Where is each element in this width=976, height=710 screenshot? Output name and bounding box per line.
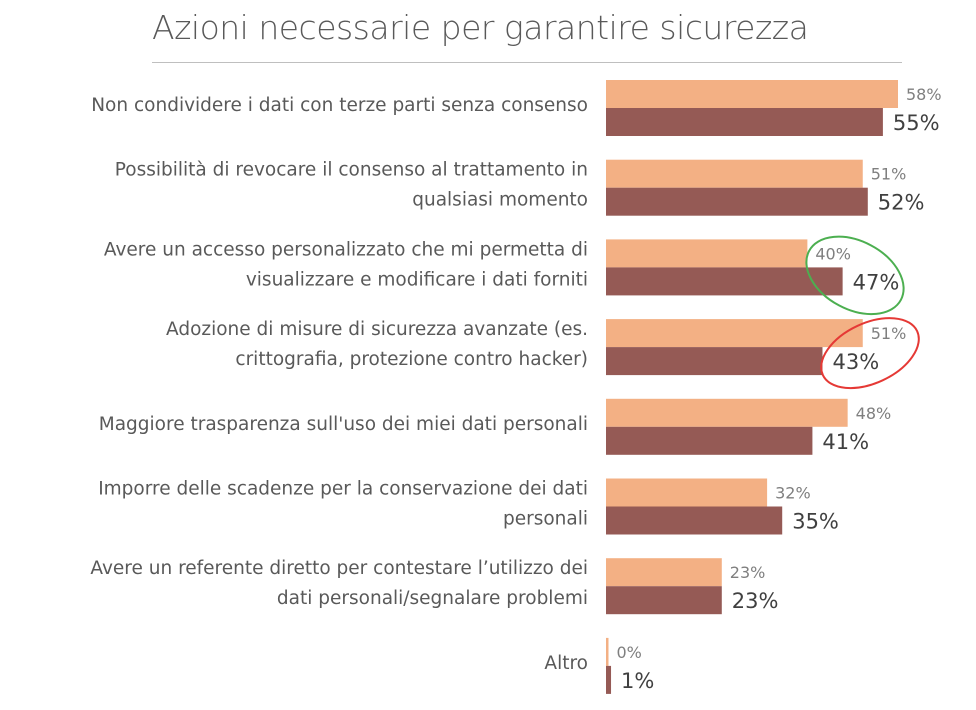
data-label-series-2: 43% <box>832 350 879 374</box>
category-label: Imporre delle scadenze per la conservazi… <box>98 479 588 530</box>
data-label-series-1: 32% <box>775 484 811 503</box>
data-label-series-2: 1% <box>621 669 654 693</box>
bar-series-1 <box>606 80 898 108</box>
bar-series-1 <box>606 478 768 507</box>
data-label-series-1: 0% <box>617 643 642 662</box>
category-label-line: Possibilità di revocare il consenso al t… <box>115 160 588 181</box>
bar-series-1 <box>606 319 863 348</box>
category-label-line: personali <box>503 509 588 530</box>
category-label-line: qualsiasi momento <box>412 190 588 211</box>
category-label: Adozione di misure di sicurezza avanzate… <box>166 319 588 370</box>
data-label-series-2: 35% <box>792 510 839 534</box>
data-label-series-2: 52% <box>878 191 925 215</box>
category-label: Possibilità di revocare il consenso al t… <box>115 160 588 211</box>
bar-series-2 <box>606 506 783 535</box>
data-label-series-2: 41% <box>822 430 869 454</box>
bar-series-1 <box>606 159 863 188</box>
bar-series-2 <box>606 347 823 376</box>
category-label-line: Maggiore trasparenza sull'uso dei miei d… <box>99 414 588 435</box>
category-label-line: visualizzare e modificare i dati forniti <box>246 269 588 290</box>
bar-series-2 <box>606 267 843 296</box>
data-label-series-2: 55% <box>893 111 940 135</box>
bar-series-2 <box>606 187 868 216</box>
category-label-line: Imporre delle scadenze per la conservazi… <box>98 479 588 500</box>
bar-series-2 <box>606 586 722 615</box>
category-label: Maggiore trasparenza sull'uso dei miei d… <box>99 414 588 435</box>
category-label-line: Non condividere i dati con terze parti s… <box>91 95 588 116</box>
bar-series-2 <box>606 426 813 455</box>
bar-series-1 <box>606 239 808 268</box>
category-label-line: crittografia, protezione contro hacker) <box>235 349 588 370</box>
bar-series-1 <box>606 637 609 666</box>
category-label-line: Avere un accesso personalizzato che mi p… <box>104 239 588 260</box>
highlight-ellipse-red <box>820 317 920 390</box>
data-label-series-1: 51% <box>871 324 907 343</box>
category-label: Altro <box>544 653 588 674</box>
data-label-series-1: 23% <box>730 563 766 582</box>
bar-series-1 <box>606 398 848 427</box>
category-label-line: Altro <box>544 653 588 674</box>
data-label-series-1: 58% <box>906 85 942 104</box>
title-divider <box>152 62 902 63</box>
bar-series-1 <box>606 558 722 587</box>
data-label-series-2: 47% <box>853 270 900 294</box>
bar-series-2 <box>606 108 883 136</box>
category-label-line: dati personali/segnalare problemi <box>277 588 588 609</box>
category-label: Avere un accesso personalizzato che mi p… <box>104 239 588 290</box>
bar-series-2 <box>606 665 612 694</box>
data-label-series-2: 23% <box>732 589 779 613</box>
category-label: Non condividere i dati con terze parti s… <box>91 95 588 116</box>
data-label-series-1: 48% <box>856 404 892 423</box>
highlight-ellipse-green <box>805 235 905 316</box>
data-label-series-1: 40% <box>815 244 851 263</box>
category-label: Avere un referente diretto per contestar… <box>90 558 588 609</box>
data-label-series-1: 51% <box>871 165 907 184</box>
category-label-line: Adozione di misure di sicurezza avanzate… <box>166 319 588 340</box>
category-label-line: Avere un referente diretto per contestar… <box>90 558 588 579</box>
chart-title: Azioni necessarie per garantire sicurezz… <box>152 8 809 47</box>
